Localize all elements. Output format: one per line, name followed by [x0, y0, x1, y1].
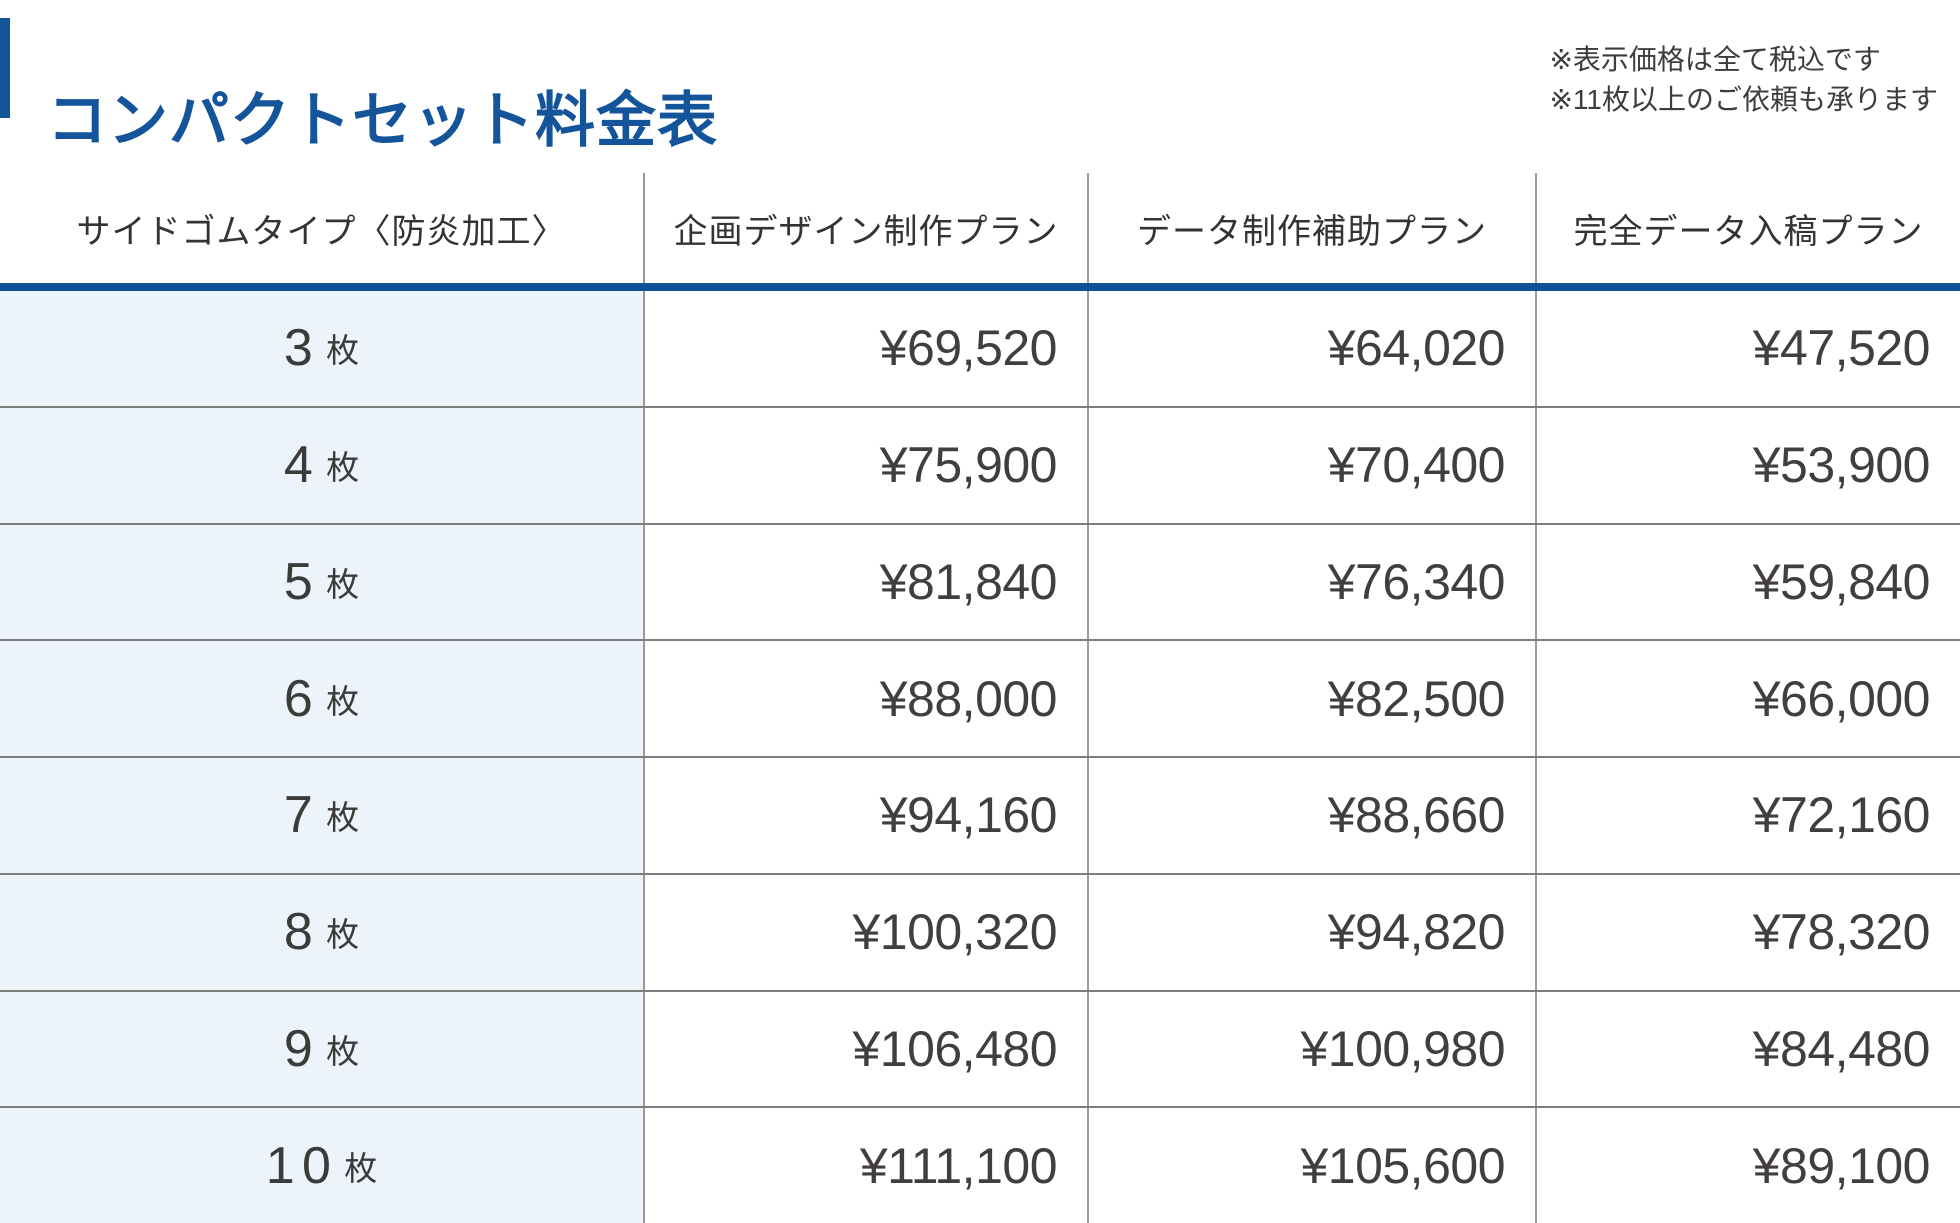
- header-divider-line: [0, 283, 1960, 291]
- price-cell: ¥111,100: [643, 1108, 1087, 1223]
- price-cell: ¥89,100: [1535, 1108, 1960, 1223]
- column-header-data-assist-plan: データ制作補助プラン: [1087, 173, 1535, 283]
- price-cell: ¥76,340: [1087, 524, 1535, 640]
- qty-unit: 枚: [326, 449, 360, 487]
- qty-cell: 3 枚: [0, 291, 643, 406]
- qty-cell: 6 枚: [0, 641, 643, 756]
- qty-unit: 枚: [344, 1149, 378, 1187]
- price-cell: ¥82,500: [1087, 641, 1535, 756]
- qty-cell: 7 枚: [0, 758, 643, 873]
- price-cell: ¥53,900: [1535, 407, 1960, 523]
- price-cell: ¥88,660: [1087, 758, 1535, 873]
- table-row: 9 枚 ¥106,480 ¥100,980 ¥84,480: [0, 991, 1960, 1109]
- qty-value: 9: [283, 1019, 321, 1078]
- qty-value: 4: [283, 436, 321, 495]
- table-row: 8 枚 ¥100,320 ¥94,820 ¥78,320: [0, 874, 1960, 992]
- price-cell: ¥94,820: [1087, 874, 1535, 990]
- qty-unit: 枚: [326, 1032, 360, 1070]
- qty-value: 6: [283, 669, 321, 728]
- note-more-sheets: ※11枚以上のご依頼も承ります: [1549, 84, 1938, 115]
- price-cell: ¥47,520: [1535, 291, 1960, 406]
- qty-cell: 4 枚: [0, 407, 643, 523]
- qty-cell: 8 枚: [0, 874, 643, 990]
- table-body: 3 枚 ¥69,520 ¥64,020 ¥47,520 4 枚 ¥75,900 …: [0, 291, 1960, 1223]
- price-cell: ¥59,840: [1535, 524, 1960, 640]
- table-row: 4 枚 ¥75,900 ¥70,400 ¥53,900: [0, 407, 1960, 525]
- qty-value: 5: [283, 552, 321, 611]
- qty-unit: 枚: [326, 332, 360, 370]
- qty-unit: 枚: [326, 799, 360, 837]
- qty-cell: 10 枚: [0, 1108, 643, 1223]
- qty-unit: 枚: [326, 682, 360, 720]
- column-header-design-plan: 企画デザイン制作プラン: [643, 173, 1087, 283]
- price-cell: ¥72,160: [1535, 758, 1960, 873]
- price-cell: ¥66,000: [1535, 641, 1960, 756]
- column-header-full-data-plan: 完全データ入稿プラン: [1535, 173, 1960, 283]
- price-cell: ¥105,600: [1087, 1108, 1535, 1223]
- price-cell: ¥94,160: [643, 758, 1087, 873]
- qty-unit: 枚: [326, 916, 360, 954]
- price-cell: ¥75,900: [643, 407, 1087, 523]
- qty-unit: 枚: [326, 565, 360, 603]
- pricing-table: サイドゴムタイプ〈防炎加工〉 企画デザイン制作プラン データ制作補助プラン 完全…: [0, 173, 1960, 1223]
- table-row: 7 枚 ¥94,160 ¥88,660 ¥72,160: [0, 758, 1960, 875]
- qty-value: 3: [283, 319, 321, 378]
- qty-cell: 9 枚: [0, 991, 643, 1107]
- table-row: 5 枚 ¥81,840 ¥76,340 ¥59,840: [0, 524, 1960, 642]
- price-cell: ¥88,000: [643, 641, 1087, 756]
- title-accent-bar: [0, 18, 10, 118]
- table-row: 6 枚 ¥88,000 ¥82,500 ¥66,000: [0, 641, 1960, 758]
- qty-value: 8: [283, 903, 321, 962]
- price-cell: ¥84,480: [1535, 991, 1960, 1107]
- price-cell: ¥106,480: [643, 991, 1087, 1107]
- column-header-type: サイドゴムタイプ〈防炎加工〉: [76, 212, 567, 251]
- price-cell: ¥81,840: [643, 524, 1087, 640]
- qty-value: 7: [283, 786, 321, 845]
- table-header-row: サイドゴムタイプ〈防炎加工〉 企画デザイン制作プラン データ制作補助プラン 完全…: [0, 173, 1960, 283]
- qty-cell: 5 枚: [0, 524, 643, 640]
- price-cell: ¥78,320: [1535, 874, 1960, 990]
- page-title: コンパクトセット料金表: [47, 87, 718, 155]
- qty-value: 10: [265, 1136, 339, 1195]
- price-cell: ¥64,020: [1087, 291, 1535, 406]
- price-cell: ¥100,980: [1087, 991, 1535, 1107]
- table-row: 3 枚 ¥69,520 ¥64,020 ¥47,520: [0, 291, 1960, 408]
- price-cell: ¥69,520: [643, 291, 1087, 406]
- tax-notes: ※表示価格は全て税込です ※11枚以上のご依頼も承ります: [1549, 40, 1938, 120]
- price-cell: ¥70,400: [1087, 407, 1535, 523]
- price-cell: ¥100,320: [643, 874, 1087, 990]
- note-tax-included: ※表示価格は全て税込です: [1549, 44, 1881, 75]
- table-row: 10 枚 ¥111,100 ¥105,600 ¥89,100: [0, 1108, 1960, 1223]
